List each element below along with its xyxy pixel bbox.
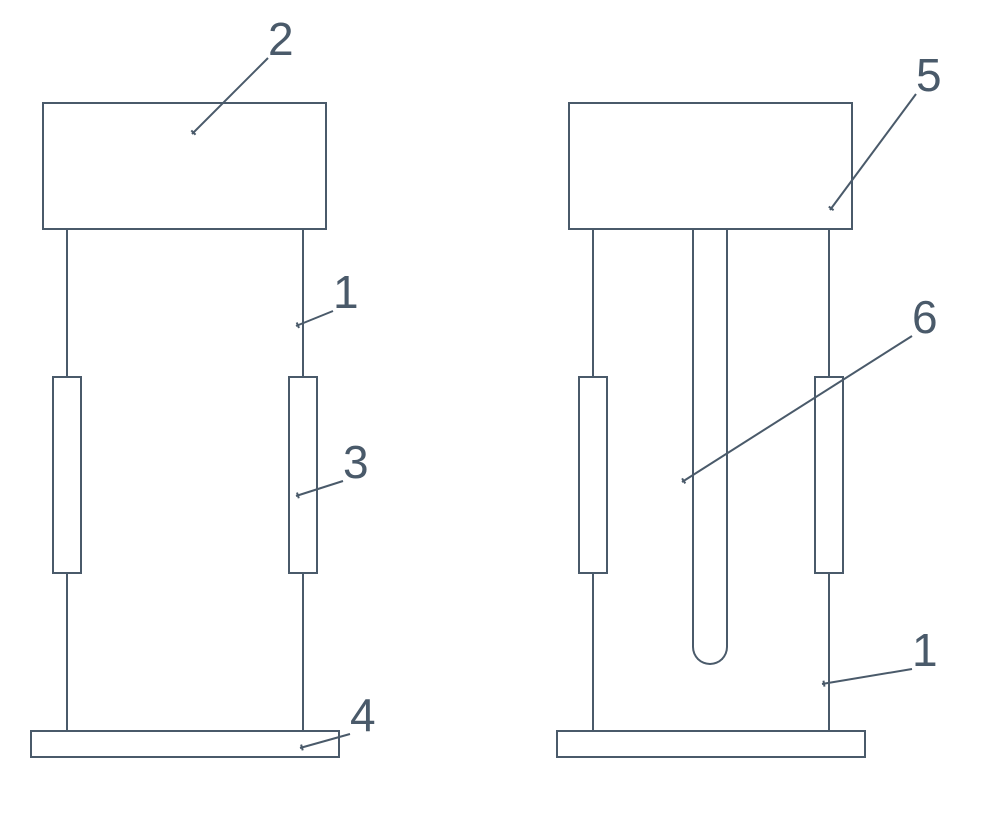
leader-lines: [0, 0, 1000, 813]
label-2: 2: [268, 12, 294, 66]
label-6: 6: [912, 290, 938, 344]
label-4: 4: [350, 688, 376, 742]
diagram-canvas: 2 5 1 6 3 1 4: [0, 0, 1000, 813]
label-3: 3: [343, 435, 369, 489]
label-1-left: 1: [333, 265, 359, 319]
label-5: 5: [916, 48, 942, 102]
label-1-right: 1: [912, 623, 938, 677]
